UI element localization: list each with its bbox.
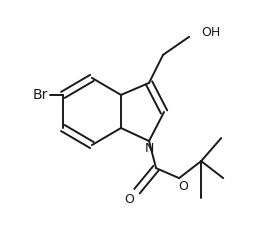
Text: OH: OH [201, 26, 220, 39]
Text: Br: Br [33, 88, 48, 102]
Text: O: O [178, 180, 188, 193]
Text: N: N [144, 141, 154, 154]
Text: O: O [124, 193, 134, 206]
